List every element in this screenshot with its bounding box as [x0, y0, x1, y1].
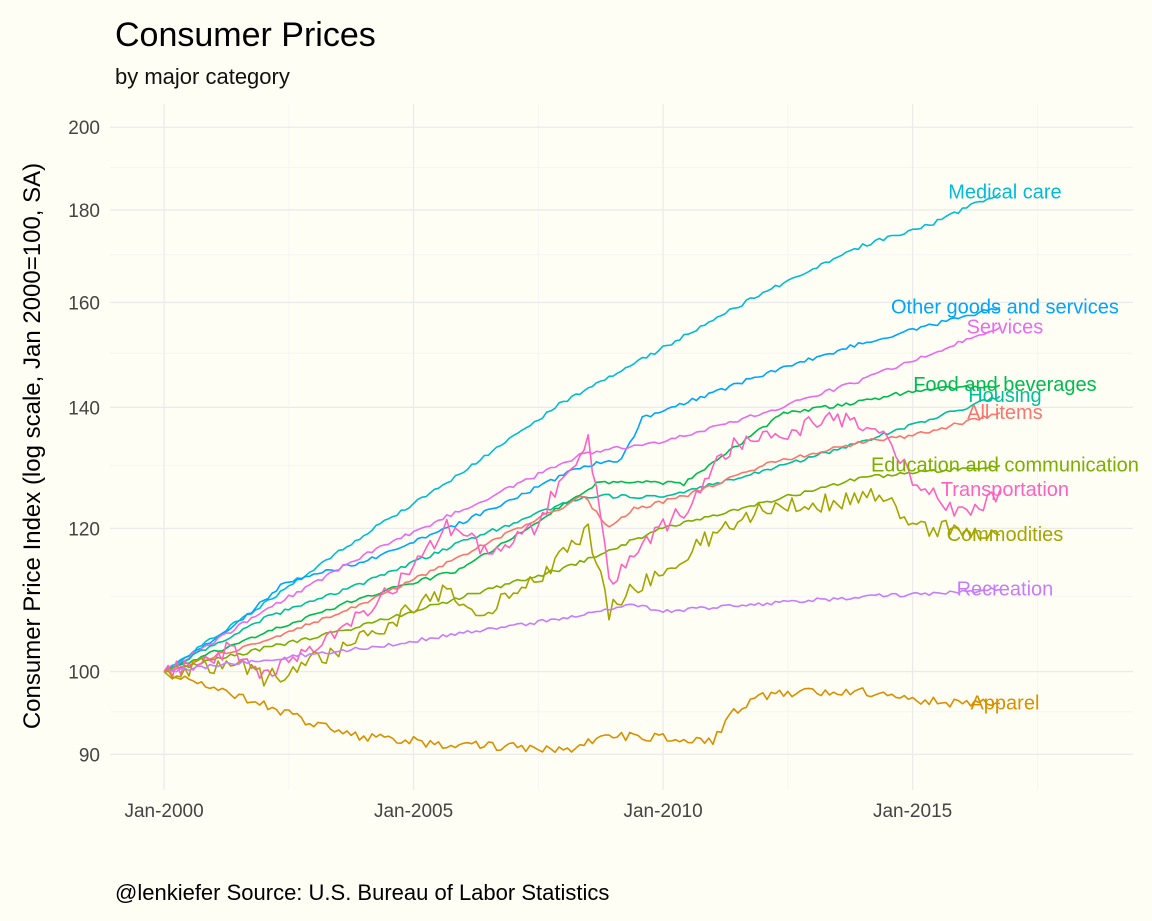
series-label-medical-care: Medical care — [948, 182, 1061, 204]
series-line-commodities — [163, 487, 1001, 687]
series-label-services: Services — [967, 316, 1044, 338]
series-line-other-goods-and-services — [163, 306, 1001, 673]
series-lines — [163, 192, 1001, 753]
x-tick-label: Jan-2015 — [873, 801, 952, 822]
x-tick-label: Jan-2000 — [124, 801, 203, 822]
chart-caption: @lenkiefer Source: U.S. Bureau of Labor … — [115, 880, 609, 905]
series-label-all-items: All items — [967, 402, 1043, 424]
series-line-apparel — [163, 670, 1000, 753]
x-axis-ticks: Jan-2000 Jan-2005 Jan-2010 Jan-2015 — [124, 801, 952, 822]
series-label-commodities: Commodities — [947, 524, 1064, 546]
series-line-transportation — [163, 411, 1001, 680]
y-tick-label: 140 — [68, 398, 100, 419]
y-axis-ticks: 90 100 120 140 160 180 200 — [68, 118, 100, 766]
y-tick-label: 200 — [68, 118, 100, 139]
chart-title: Consumer Prices — [115, 16, 376, 54]
series-label-other-goods-and-services: Other goods and services — [891, 296, 1119, 318]
major-gridlines — [110, 104, 1133, 790]
minor-gridlines — [110, 104, 1133, 790]
series-line-all-items — [163, 412, 1001, 673]
series-label-education-and-communication: Education and communication — [871, 455, 1139, 477]
series-labels: Medical care Other goods and servicesServ… — [871, 182, 1139, 715]
x-tick-label: Jan-2005 — [374, 801, 453, 822]
series-label-housing: Housing — [968, 385, 1041, 407]
series-label-apparel: Apparel — [970, 693, 1039, 715]
y-tick-label: 100 — [68, 663, 100, 684]
series-label-food-and-beverages: Food and beverages — [913, 374, 1096, 396]
series-label-transportation: Transportation — [941, 479, 1069, 501]
x-tick-label: Jan-2010 — [623, 801, 702, 822]
series-line-medical-care — [163, 192, 1001, 673]
y-tick-label: 120 — [68, 519, 100, 540]
series-line-recreation — [163, 587, 1001, 673]
y-tick-label: 180 — [68, 201, 100, 222]
series-label-recreation: Recreation — [957, 579, 1054, 601]
chart-subtitle: by major category — [115, 64, 290, 89]
y-tick-label: 160 — [68, 293, 100, 314]
series-line-food-and-beverages — [164, 384, 1001, 673]
series-line-education-and-communication — [163, 464, 1001, 673]
y-axis-label: Consumer Price Index (log scale, Jan 200… — [19, 163, 46, 729]
y-tick-label: 90 — [79, 745, 100, 766]
